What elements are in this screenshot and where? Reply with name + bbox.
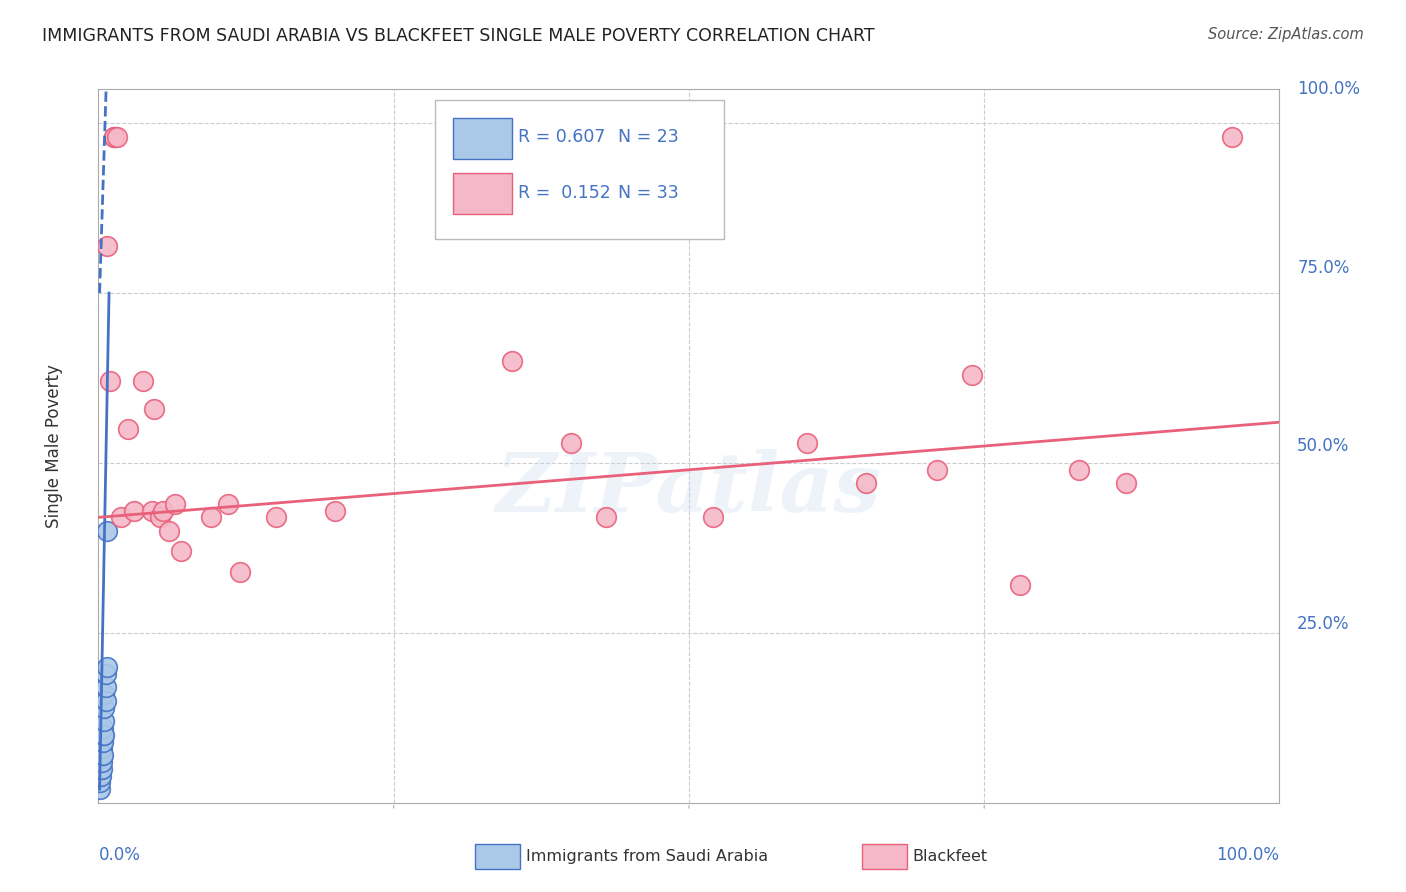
Text: R = 0.607: R = 0.607 [517,128,605,146]
Point [93,700,115,714]
Point [91,762,114,776]
Point [103,129,125,144]
Text: 0.0%: 0.0% [98,846,141,863]
Point [925,463,948,477]
Point [1115,476,1137,491]
Point [157,524,180,538]
Text: R =  0.152: R = 0.152 [517,184,610,202]
Point [1067,463,1090,477]
Point [595,510,617,524]
Point [90,755,112,769]
Point [89,775,111,789]
FancyBboxPatch shape [453,173,512,214]
Text: Blackfeet: Blackfeet [912,849,987,863]
Text: 100.0%: 100.0% [1298,80,1360,98]
Point [93,687,115,701]
Point [1220,129,1243,144]
Point [90,762,112,776]
Point [91,721,114,735]
Point [96,524,118,538]
Point [702,510,724,524]
Text: 50.0%: 50.0% [1298,437,1350,455]
Point [962,368,984,382]
Point [323,503,346,517]
Point [91,741,114,756]
Point [94,694,117,708]
Point [132,375,155,389]
Point [796,435,818,450]
Point [855,476,877,491]
Point [117,422,139,436]
Point [93,728,115,742]
Text: ZIPatlas: ZIPatlas [496,449,882,529]
Point [105,129,128,144]
Point [110,510,132,524]
Point [560,435,582,450]
Point [217,497,239,511]
Point [170,544,193,558]
Point [94,680,117,694]
Text: 100.0%: 100.0% [1216,846,1279,863]
Point [89,769,111,783]
Point [96,660,118,674]
Point [142,401,165,416]
Text: 25.0%: 25.0% [1298,615,1350,633]
FancyBboxPatch shape [434,100,724,239]
Point [122,503,145,517]
Point [264,510,287,524]
Text: N = 33: N = 33 [619,184,679,202]
Point [1008,578,1031,592]
Point [152,503,174,517]
Point [91,748,114,763]
Point [98,375,121,389]
Point [90,769,112,783]
Point [103,129,125,144]
Text: Single Male Poverty: Single Male Poverty [45,364,62,528]
Point [89,782,111,797]
Text: N = 23: N = 23 [619,128,679,146]
Point [94,666,117,681]
Point [501,354,523,368]
Point [96,238,118,252]
Text: 75.0%: 75.0% [1298,259,1350,277]
Point [141,503,163,517]
Point [91,728,114,742]
Point [91,755,114,769]
Point [149,510,172,524]
Text: Immigrants from Saudi Arabia: Immigrants from Saudi Arabia [526,849,768,863]
Point [91,748,114,763]
Point [229,565,252,579]
FancyBboxPatch shape [453,118,512,159]
Text: IMMIGRANTS FROM SAUDI ARABIA VS BLACKFEET SINGLE MALE POVERTY CORRELATION CHART: IMMIGRANTS FROM SAUDI ARABIA VS BLACKFEE… [42,27,875,45]
Point [165,497,187,511]
Point [93,714,115,729]
Point [200,510,222,524]
Point [91,734,114,748]
Text: Source: ZipAtlas.com: Source: ZipAtlas.com [1208,27,1364,42]
